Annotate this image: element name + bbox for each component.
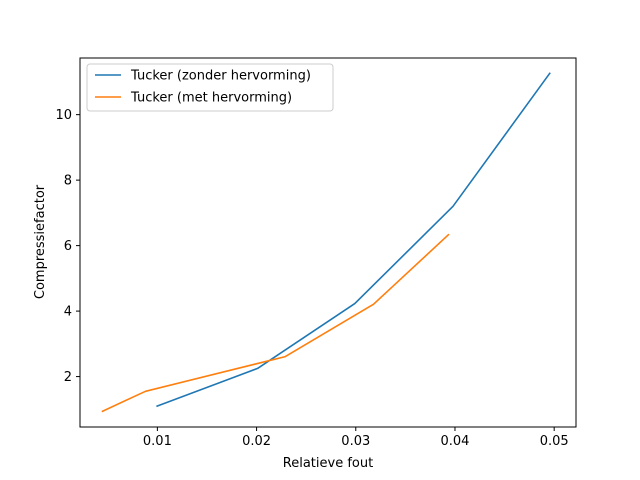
y-axis-label: Compressiefactor (33, 184, 48, 299)
plot-border (79, 57, 577, 428)
y-axis-ticks: 2 4 6 8 10 (55, 108, 80, 385)
x-tick-label: 0.03 (341, 434, 370, 449)
plot-area (79, 57, 577, 428)
x-tick-label: 0.02 (242, 434, 271, 449)
y-tick-label: 6 (64, 239, 72, 254)
x-tick-label: 0.05 (540, 434, 569, 449)
x-tick-label: 0.01 (143, 434, 172, 449)
x-axis-label: Relatieve fout (283, 456, 373, 471)
series-line-1 (156, 72, 551, 408)
y-tick-label: 2 (64, 370, 72, 385)
x-tick-label: 0.04 (440, 434, 469, 449)
series-line-2 (101, 233, 450, 413)
legend-label-2: Tucker (met hervorming) (130, 91, 292, 106)
series-layer (101, 72, 551, 413)
y-tick-label: 10 (55, 108, 72, 123)
y-tick-label: 4 (64, 305, 72, 320)
x-axis-ticks: 0.01 0.02 0.03 0.04 0.05 (143, 427, 569, 449)
legend-box (86, 63, 334, 112)
legend: Tucker (zonder hervorming) Tucker (met he… (86, 63, 334, 112)
legend-label-1: Tucker (zonder hervorming) (130, 69, 311, 84)
y-tick-label: 8 (64, 174, 72, 189)
